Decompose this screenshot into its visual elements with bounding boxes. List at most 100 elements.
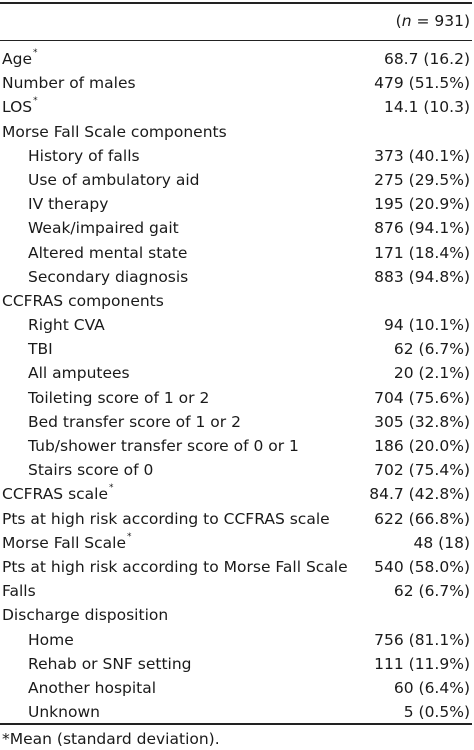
table-header-rule — [0, 40, 472, 42]
row-label: Altered mental state — [28, 241, 187, 265]
table-row: History of falls 373 (40.1%) — [0, 144, 472, 168]
row-label: Unknown — [28, 700, 100, 724]
row-label: Tub/shower transfer score of 0 or 1 — [28, 434, 299, 458]
footnote-marker: * — [109, 483, 114, 494]
row-value: 756 (81.1%) — [374, 630, 470, 649]
table-row: IV therapy 195 (20.9%) — [0, 192, 472, 216]
footnote-marker: * — [32, 48, 38, 58]
row-value: 540 (58.0%) — [374, 557, 470, 576]
row-label: Secondary diagnosis — [28, 265, 188, 289]
row-label: Home — [28, 628, 74, 652]
row-label-text: IV therapy — [28, 195, 109, 214]
row-label-text: Secondary diagnosis — [28, 267, 189, 286]
row-label: Morse Fall Scale* — [2, 531, 132, 555]
row-label-text: Use of ambulatory aid — [28, 170, 200, 189]
row-label-text: All amputees — [28, 364, 130, 383]
row-value: 5 (0.5%) — [403, 703, 470, 722]
table-row: Number of males 479 (51.5%) — [0, 71, 472, 95]
table-row: Another hospital 60 (6.4%) — [0, 676, 472, 700]
row-label-text: Number of males — [2, 74, 136, 93]
row-value: 704 (75.6%) — [374, 388, 470, 407]
row-label-text: Pts at high risk according to CCFRAS sca… — [2, 509, 330, 528]
table-row: CCFRAS components — [0, 289, 472, 313]
table-row: Morse Fall Scale components — [0, 120, 472, 144]
table-row: All amputees 20 (2.1%) — [0, 361, 472, 385]
row-label-text: Discharge disposition — [2, 606, 169, 625]
row-label-text: CCFRAS components — [2, 291, 164, 310]
row-value: 186 (20.0%) — [374, 437, 470, 455]
row-value: 14.1 (10.3) — [383, 98, 470, 117]
table-row: TBI 62 (6.7%) — [0, 337, 472, 361]
row-label-text: Pts at high risk according to Morse Fall… — [2, 557, 348, 576]
row-label-text: Tub/shower transfer score of 0 or 1 — [28, 437, 299, 455]
row-label-text: Rehab or SNF setting — [28, 654, 192, 673]
table-row: Tub/shower transfer score of 0 or 1 186 (… — [0, 434, 472, 458]
row-label-text: Unknown — [28, 703, 100, 722]
footnote-marker: * — [127, 531, 132, 542]
row-label-text: Toileting score of 1 or 2 — [28, 388, 210, 407]
row-label: Toileting score of 1 or 2 — [28, 386, 209, 410]
row-value: 111 (11.9%) — [374, 654, 470, 673]
table-body: Age* 68.7 (16.2) Number of males 479 (51.5%… — [0, 47, 472, 724]
row-label-text: Another hospital — [28, 678, 157, 697]
row-value: 883 (94.8%) — [374, 267, 470, 286]
row-label-text: Right CVA — [28, 316, 105, 335]
table-row: Altered mental state 171 (18.4%) — [0, 241, 472, 265]
header-n-rest: = 931) — [411, 12, 470, 30]
row-label: Another hospital — [28, 676, 156, 700]
row-value: 373 (40.1%) — [374, 146, 470, 165]
row-label-text: Bed transfer score of 1 or 2 — [28, 412, 241, 431]
row-label: TBI — [28, 337, 53, 361]
row-label: Rehab or SNF setting — [28, 652, 192, 676]
row-value: 171 (18.4%) — [374, 243, 470, 262]
table-row: Secondary diagnosis 883 (94.8%) — [0, 265, 472, 289]
table-row: Use of ambulatory aid 275 (29.5%) — [0, 168, 472, 192]
row-label: Morse Fall Scale components — [2, 120, 227, 144]
row-label: IV therapy — [28, 192, 108, 216]
table-row: Morse Fall Scale* 48 (18) — [0, 531, 472, 555]
row-label-text: Morse Fall Scale — [2, 533, 126, 552]
row-label: Use of ambulatory aid — [28, 168, 200, 192]
row-value: 84.7 (42.8%) — [369, 485, 470, 504]
table-row: Pts at high risk according to Morse Fall… — [0, 555, 472, 579]
row-label: Discharge disposition — [2, 603, 168, 627]
row-value: 195 (20.9%) — [374, 195, 470, 214]
row-label: Pts at high risk according to CCFRAS sca… — [2, 507, 330, 531]
table-row: Stairs score of 0 702 (75.4%) — [0, 458, 472, 482]
row-label: Falls — [2, 579, 36, 603]
table-top-rule — [0, 2, 472, 4]
table-row: Bed transfer score of 1 or 2 305 (32.8%) — [0, 410, 472, 434]
footnote-marker: * — [33, 96, 38, 107]
table-row: Right CVA 94 (10.1%) — [0, 313, 472, 337]
header-n-open: ( — [395, 12, 402, 30]
row-label: CCFRAS components — [2, 289, 164, 313]
row-label-text: CCFRAS scale — [2, 485, 109, 504]
row-label-text: Stairs score of 0 — [28, 461, 154, 480]
row-label-text: Altered mental state — [28, 243, 188, 262]
row-value: 479 (51.5%) — [374, 74, 470, 93]
row-label: Age* — [2, 47, 37, 71]
table-bottom-rule — [0, 723, 472, 725]
row-label-text: LOS — [2, 98, 33, 117]
table-row: Age* 68.7 (16.2) — [0, 47, 472, 71]
row-label: History of falls — [28, 144, 140, 168]
row-value: 48 (18) — [413, 533, 470, 552]
row-label: Stairs score of 0 — [28, 458, 153, 482]
row-label-text: Falls — [2, 582, 36, 601]
row-value: 622 (66.8%) — [374, 509, 470, 528]
row-value: 62 (6.7%) — [393, 582, 470, 601]
row-label-text: TBI — [28, 340, 53, 359]
row-value: 20 (2.1%) — [393, 364, 470, 383]
row-label: All amputees — [28, 361, 130, 385]
row-value: 94 (10.1%) — [384, 316, 470, 335]
row-value: 68.7 (16.2) — [383, 50, 470, 68]
row-value: 876 (94.1%) — [374, 219, 470, 238]
row-label-text: History of falls — [28, 146, 140, 165]
table-row: Home 756 (81.1%) — [0, 628, 472, 652]
row-label-text: Weak/impaired gait — [28, 219, 179, 238]
table-row: Falls 62 (6.7%) — [0, 579, 472, 603]
table-row: Rehab or SNF setting 111 (11.9%) — [0, 652, 472, 676]
table-row: Toileting score of 1 or 2 704 (75.6%) — [0, 386, 472, 410]
table-row: Unknown 5 (0.5%) — [0, 700, 472, 724]
row-label: Number of males — [2, 71, 136, 95]
